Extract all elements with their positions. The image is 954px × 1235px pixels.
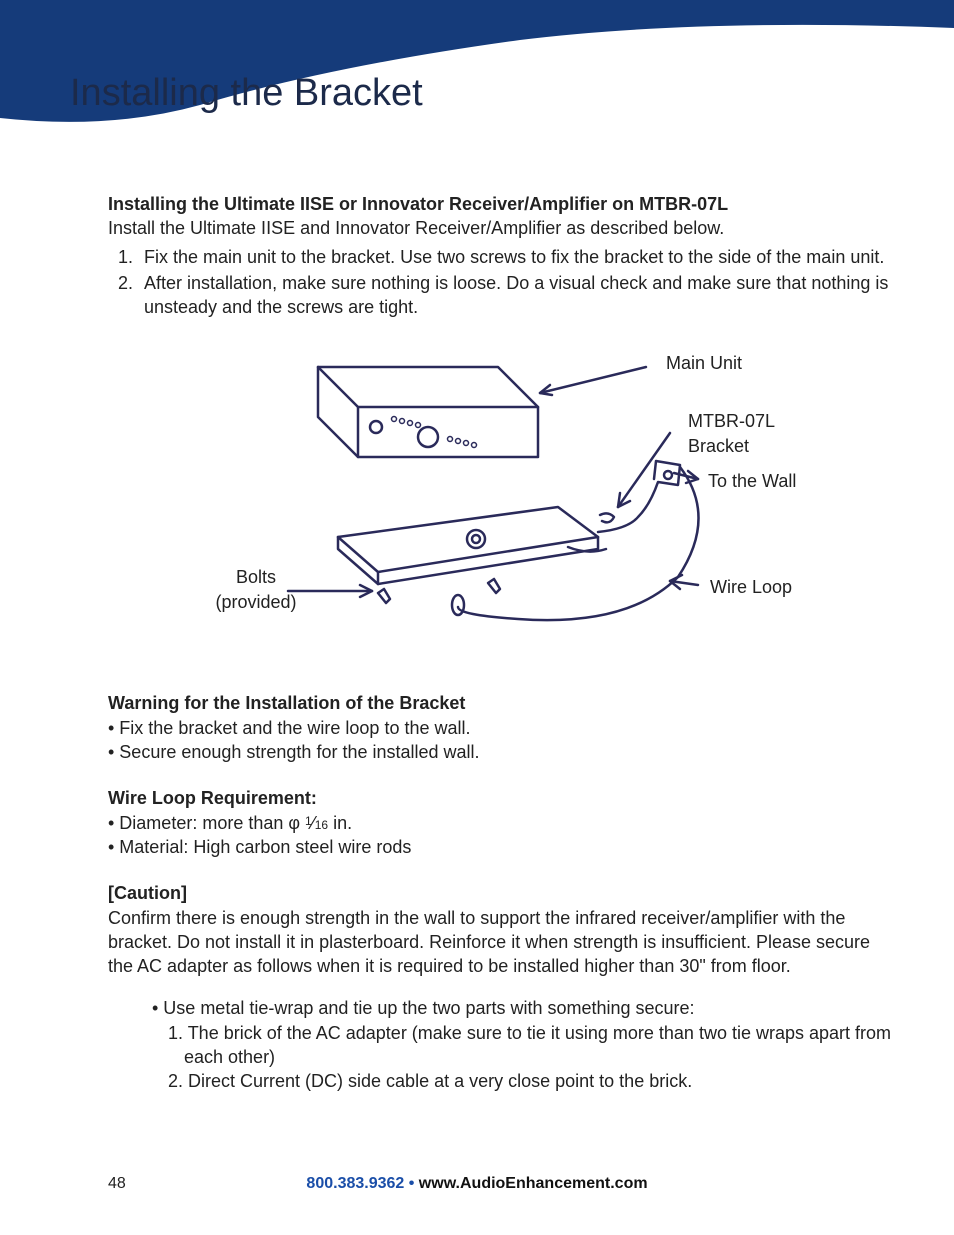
page-title: Installing the Bracket (70, 72, 423, 115)
wireloop-material: • Material: High carbon steel wire rods (108, 835, 898, 859)
warning-b1: • Fix the bracket and the wire loop to t… (108, 716, 898, 740)
section1-intro: Install the Ultimate IISE and Innovator … (108, 216, 898, 240)
step-2: After installation, make sure nothing is… (138, 271, 898, 320)
footer: 800.383.9362 • www.AudioEnhancement.com (0, 1175, 954, 1193)
footer-url: www.AudioEnhancement.com (419, 1175, 648, 1192)
callout-bracket: MTBR-07L Bracket (688, 409, 775, 458)
warning-section: Warning for the Installation of the Brac… (108, 691, 898, 764)
warning-b2: • Secure enough strength for the install… (108, 740, 898, 764)
callout-to-wall: To the Wall (708, 469, 796, 493)
caution-sub2: 2. Direct Current (DC) side cable at a v… (168, 1069, 898, 1093)
callout-bolts: Bolts (provided) (196, 565, 316, 614)
frac-den: 16 (315, 818, 328, 832)
footer-phone: 800.383.9362 (306, 1175, 404, 1192)
callout-main-unit: Main Unit (666, 351, 742, 375)
callout-bracket-l2: Bracket (688, 436, 749, 456)
callout-bracket-l1: MTBR-07L (688, 411, 775, 431)
callout-bolts-l1: Bolts (236, 567, 276, 587)
caution-body: Confirm there is enough strength in the … (108, 906, 898, 979)
caution-heading: [Caution] (108, 881, 898, 905)
callout-bolts-l2: (provided) (215, 592, 296, 612)
step-1: Fix the main unit to the bracket. Use tw… (138, 245, 898, 269)
wireloop-heading: Wire Loop Requirement: (108, 786, 898, 810)
wireloop-section: Wire Loop Requirement: • Diameter: more … (108, 786, 898, 859)
footer-sep: • (404, 1175, 419, 1192)
content-body: Installing the Ultimate IISE or Innovato… (108, 192, 898, 1094)
callout-wire-loop: Wire Loop (710, 575, 792, 599)
caution-list: • Use metal tie-wrap and tie up the two … (152, 996, 898, 1093)
caution-sub1: 1. The brick of the AC adapter (make sur… (168, 1021, 898, 1070)
dia-suffix: in. (328, 813, 352, 833)
warning-heading: Warning for the Installation of the Brac… (108, 691, 898, 715)
section1-steps: Fix the main unit to the bracket. Use tw… (138, 245, 898, 320)
frac-num: 1 (305, 814, 312, 828)
section1-heading: Installing the Ultimate IISE or Innovato… (108, 192, 898, 216)
header-swoosh (0, 0, 954, 140)
dia-prefix: • Diameter: more than φ (108, 813, 305, 833)
wireloop-diameter: • Diameter: more than φ 1⁄16 in. (108, 811, 898, 835)
caution-section: [Caution] Confirm there is enough streng… (108, 881, 898, 1093)
bracket-diagram: Main Unit MTBR-07L Bracket To the Wall W… (108, 337, 898, 637)
caution-bullet: • Use metal tie-wrap and tie up the two … (152, 996, 898, 1020)
